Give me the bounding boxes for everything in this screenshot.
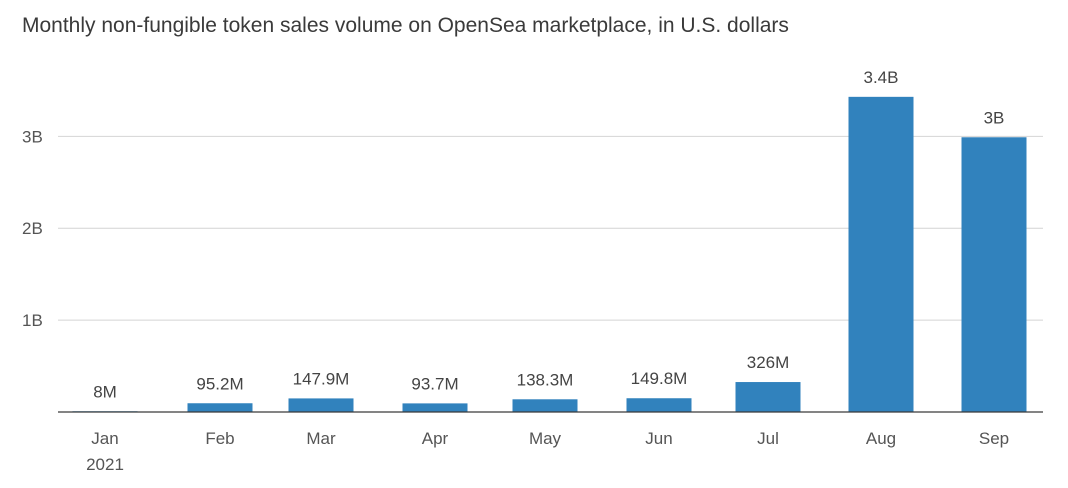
bar [288, 398, 354, 412]
x-tick-label: Jun [645, 429, 672, 448]
data-label: 326M [747, 353, 790, 372]
data-label: 138.3M [517, 370, 574, 389]
x-tick-label: May [529, 429, 562, 448]
y-tick-label: 1B [22, 311, 43, 330]
axes: 1B 2B 3B Jan 2021 Feb Mar Apr May Jun Jul Aug Sep [22, 127, 1043, 474]
data-labels: 8M 95.2M 147.9M 93.7M 138.3M 149.8M 326M 3.4B 3B [93, 68, 1004, 401]
x-tick-label: Jul [757, 429, 779, 448]
bar [512, 399, 578, 412]
y-tick-label: 2B [22, 219, 43, 238]
bar [735, 382, 801, 412]
bar [187, 403, 253, 412]
y-tick-label: 3B [22, 127, 43, 146]
data-label: 8M [93, 382, 117, 401]
x-tick-label: Sep [979, 429, 1009, 448]
x-tick-label: Mar [306, 429, 336, 448]
chart-title: Monthly non-fungible token sales volume … [22, 14, 789, 37]
data-label: 3B [984, 108, 1005, 127]
bars [72, 96, 1027, 413]
x-tick-label: Apr [422, 429, 449, 448]
x-tick-label: Feb [205, 429, 234, 448]
data-label: 149.8M [631, 369, 688, 388]
bar [848, 96, 914, 413]
data-label: 147.9M [293, 369, 350, 388]
bar [402, 403, 468, 412]
data-label: 3.4B [864, 68, 899, 87]
bar [626, 398, 692, 412]
x-tick-label: Aug [866, 429, 896, 448]
x-tick-label: Jan [91, 429, 118, 448]
bar [961, 137, 1027, 412]
data-label: 93.7M [411, 374, 458, 393]
x-tick-sublabel: 2021 [86, 455, 124, 474]
data-label: 95.2M [196, 374, 243, 393]
